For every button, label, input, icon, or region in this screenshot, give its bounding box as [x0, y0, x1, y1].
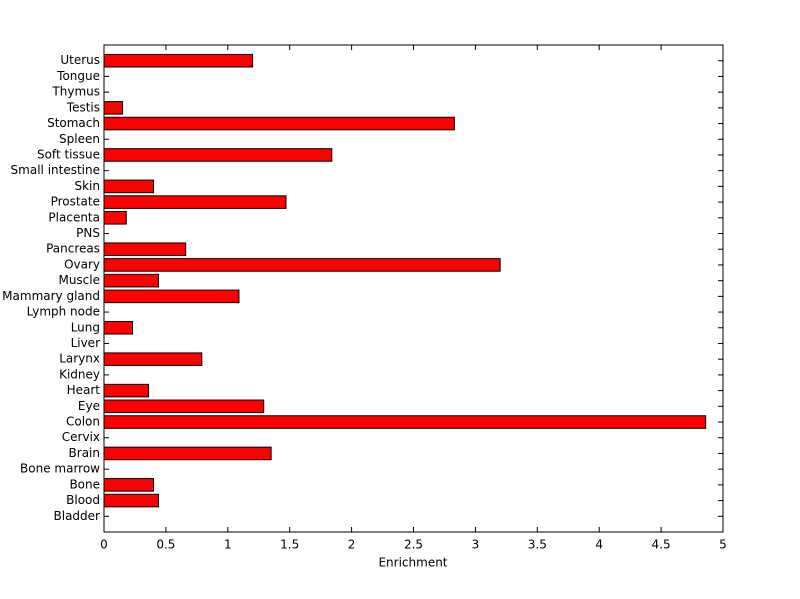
y-tick-label: Testis: [66, 100, 100, 114]
y-tick-label: Uterus: [60, 53, 100, 67]
plot-frame: [103, 44, 724, 533]
x-tick-label: 5: [719, 538, 727, 552]
y-tick-label: Liver: [71, 336, 101, 350]
bar: [103, 352, 203, 366]
y-tick-label: Larynx: [59, 352, 100, 366]
y-tick-label: Mammary gland: [2, 289, 100, 303]
x-tick-label: 1.5: [280, 538, 299, 552]
y-tick-label: Kidney: [59, 367, 100, 381]
y-tick-label: Small intestine: [11, 163, 100, 177]
y-tick-label: Heart: [67, 383, 101, 397]
bar: [103, 415, 707, 429]
bar: [103, 383, 150, 398]
bar: [103, 195, 287, 209]
y-tick-label: Ovary: [64, 257, 100, 271]
bar: [103, 148, 333, 162]
y-tick-label: Eye: [78, 399, 100, 413]
y-tick-label: Brain: [69, 446, 100, 460]
y-tick-label: Soft tissue: [37, 147, 100, 161]
x-tick-label: 4.5: [652, 538, 671, 552]
bar: [103, 478, 155, 492]
y-tick-label: Colon: [66, 415, 100, 429]
bar: [103, 273, 159, 288]
x-tick-label: 3.5: [528, 538, 547, 552]
bar: [103, 101, 124, 115]
x-tick-label: 4: [595, 538, 603, 552]
bar: [103, 446, 272, 461]
bar: [103, 53, 254, 68]
y-tick-label: Bone marrow: [20, 462, 100, 476]
bar: [103, 242, 187, 257]
y-tick-label: Placenta: [48, 210, 100, 224]
x-tick-label: 0: [100, 538, 108, 552]
bar: [103, 289, 240, 304]
y-tick-label: Prostate: [51, 195, 100, 209]
x-axis-label: Enrichment: [378, 556, 447, 570]
bar: [103, 258, 501, 272]
x-tick-label: 0.5: [156, 538, 175, 552]
y-tick-label: Tongue: [56, 69, 100, 83]
x-tick-label: 2: [348, 538, 356, 552]
y-tick-label: PNS: [76, 226, 100, 240]
x-tick-label: 3: [472, 538, 480, 552]
bar: [103, 211, 127, 225]
x-tick-label: 2.5: [404, 538, 423, 552]
y-tick-label: Spleen: [59, 132, 100, 146]
y-tick-label: Muscle: [58, 273, 100, 287]
bar: [103, 116, 455, 131]
y-tick-label: Bladder: [54, 509, 101, 523]
bar: [103, 179, 155, 194]
y-tick-label: Stomach: [47, 116, 100, 130]
bar: [103, 493, 159, 508]
bar: [103, 399, 265, 414]
x-tick-label: 1: [224, 538, 232, 552]
y-tick-label: Thymus: [51, 85, 100, 99]
y-tick-label: Lymph node: [27, 305, 100, 319]
y-tick-label: Blood: [66, 493, 100, 507]
y-tick-label: Pancreas: [46, 242, 100, 256]
y-tick-label: Lung: [71, 320, 100, 334]
y-tick-label: Cervix: [62, 430, 100, 444]
y-tick-label: Bone: [69, 477, 100, 491]
bar: [103, 320, 133, 335]
y-tick-label: Skin: [74, 179, 100, 193]
